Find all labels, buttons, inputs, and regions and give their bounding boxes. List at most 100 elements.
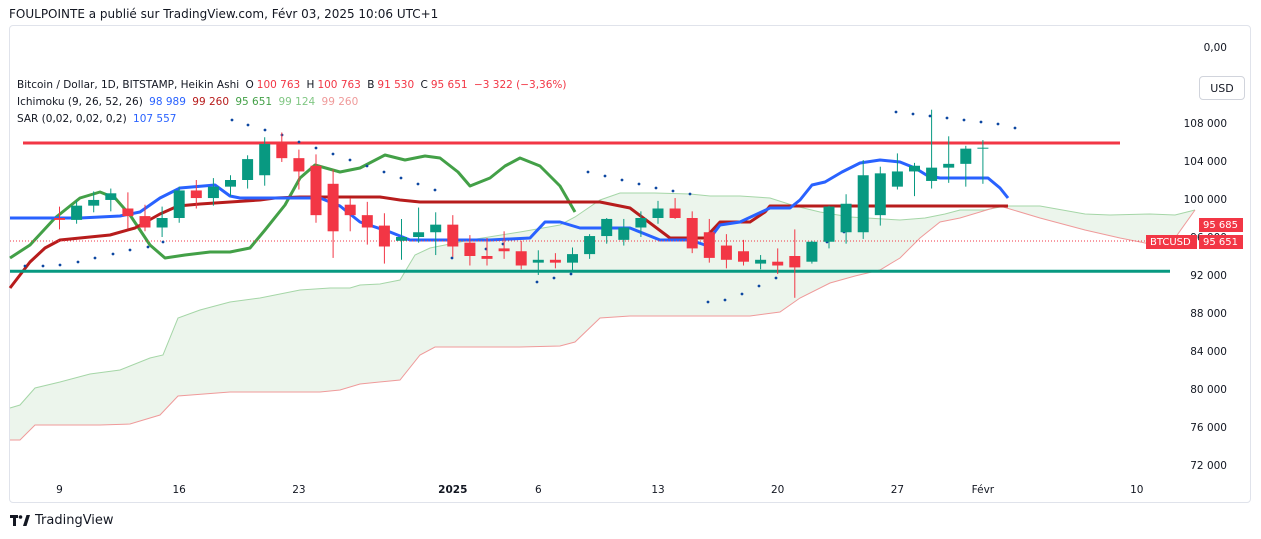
- candle-body: [874, 173, 886, 216]
- candle-body: [242, 159, 254, 180]
- candle-body: [584, 236, 596, 255]
- ichimoku-name: Ichimoku (9, 26, 52, 26): [17, 96, 143, 108]
- y-tick-label: 108 000: [1184, 118, 1227, 130]
- sar-dot: [146, 245, 150, 249]
- candle-body: [738, 251, 749, 262]
- y-tick-label: 104 000: [1184, 156, 1227, 168]
- sar-name: SAR (0,02, 0,02, 0,2): [17, 113, 127, 125]
- candle-body: [481, 256, 493, 259]
- sar-dot: [723, 298, 727, 302]
- sar-dot: [23, 264, 27, 268]
- ichimoku-span-b-value: 99 260: [321, 96, 359, 108]
- sar-dot: [58, 263, 62, 267]
- sar-dot: [671, 189, 675, 193]
- candle-body: [926, 167, 938, 181]
- sar-dot: [399, 176, 403, 180]
- sar-dot: [774, 276, 778, 280]
- y-tick-label: 84 000: [1190, 346, 1227, 358]
- x-tick-label: 27: [891, 484, 904, 496]
- candle-body: [806, 241, 818, 262]
- sar-dot: [535, 280, 539, 284]
- tradingview-logo-icon: [10, 515, 30, 526]
- sar-dot: [314, 146, 318, 150]
- candle-body: [310, 165, 322, 216]
- sar-dot: [246, 123, 250, 127]
- candle-body: [396, 237, 407, 241]
- sar-dot: [365, 164, 369, 168]
- sar-dot: [740, 292, 744, 296]
- tradingview-brand: TradingView: [35, 513, 114, 528]
- candle-body: [207, 186, 219, 199]
- candle-body: [823, 206, 835, 242]
- sar-dot: [654, 186, 658, 190]
- sar-dot: [348, 158, 352, 162]
- sar-dot: [979, 120, 983, 124]
- candle-body: [105, 193, 117, 200]
- candle-body: [891, 171, 903, 187]
- x-tick-label: 20: [771, 484, 784, 496]
- sar-dot: [757, 284, 761, 288]
- sar-dot: [76, 260, 80, 264]
- high-value: 100 763: [317, 79, 361, 91]
- currency-button[interactable]: USD: [1199, 76, 1245, 100]
- sar-dot: [706, 300, 710, 304]
- candle-body: [755, 259, 767, 264]
- candle-body: [686, 218, 698, 249]
- change-value: −3 322 (−3,36%): [473, 79, 567, 91]
- last-close-tag: 95 685: [1199, 218, 1243, 232]
- y-tick-label: 76 000: [1190, 422, 1227, 434]
- sar-dot: [688, 192, 692, 196]
- close-label: C: [420, 79, 428, 91]
- ichimoku-span-a-value: 99 124: [278, 96, 316, 108]
- symbol-tag: BTCUSD: [1146, 235, 1197, 249]
- sar-dot: [552, 276, 556, 280]
- x-tick-label: 2025: [438, 484, 467, 496]
- candle-body: [720, 245, 732, 260]
- publisher-caption: FOULPOINTE a publié sur TradingView.com,…: [9, 7, 439, 21]
- candle-body: [960, 148, 972, 164]
- candle-body: [857, 175, 869, 233]
- candle-body: [635, 218, 647, 228]
- candle-body: [772, 261, 784, 266]
- sar-dot: [569, 272, 573, 276]
- horizontal-levels: [10, 141, 1196, 273]
- candle-body: [703, 232, 715, 258]
- candle-body: [378, 225, 390, 247]
- candle-body: [669, 208, 681, 218]
- symbol-name: Bitcoin / Dollar, 1D, BITSTAMP, Heikin A…: [17, 79, 240, 91]
- candle-body: [225, 180, 236, 187]
- sar-dot: [41, 264, 45, 268]
- sar-dot: [263, 128, 267, 132]
- close-value: 95 651: [430, 79, 468, 91]
- sar-dot: [161, 240, 165, 244]
- candle-body: [139, 216, 151, 228]
- candle-body: [840, 203, 852, 233]
- sar-dot: [382, 170, 386, 174]
- sar-dot: [928, 114, 932, 118]
- candle-body: [515, 251, 527, 266]
- candle-body: [173, 190, 185, 218]
- x-tick-label: 9: [56, 484, 63, 496]
- x-axis: 9 16 23 2025 6 13 20 27 Févr 10: [56, 484, 1143, 496]
- sar-dot: [230, 118, 234, 122]
- sar-dot: [416, 182, 420, 186]
- chart-frame[interactable]: [9, 25, 1251, 503]
- sar-dot: [945, 116, 949, 120]
- sar-dot: [620, 178, 624, 182]
- candle-body: [430, 224, 442, 233]
- legend-main: Bitcoin / Dollar, 1D, BITSTAMP, Heikin A…: [17, 79, 570, 91]
- x-tick-label: 10: [1130, 484, 1143, 496]
- sar-dot: [433, 188, 437, 192]
- candle-body: [977, 147, 989, 149]
- candle-body: [943, 163, 955, 168]
- sar-dot: [128, 248, 132, 252]
- candle-body: [618, 227, 630, 240]
- tradingview-logo[interactable]: TradingView: [10, 513, 114, 528]
- candle-body: [344, 204, 356, 216]
- ichimoku-cloud: [9, 192, 1196, 441]
- x-tick-label: 16: [173, 484, 187, 496]
- candle-body: [447, 224, 459, 247]
- sar-dot: [996, 122, 1000, 126]
